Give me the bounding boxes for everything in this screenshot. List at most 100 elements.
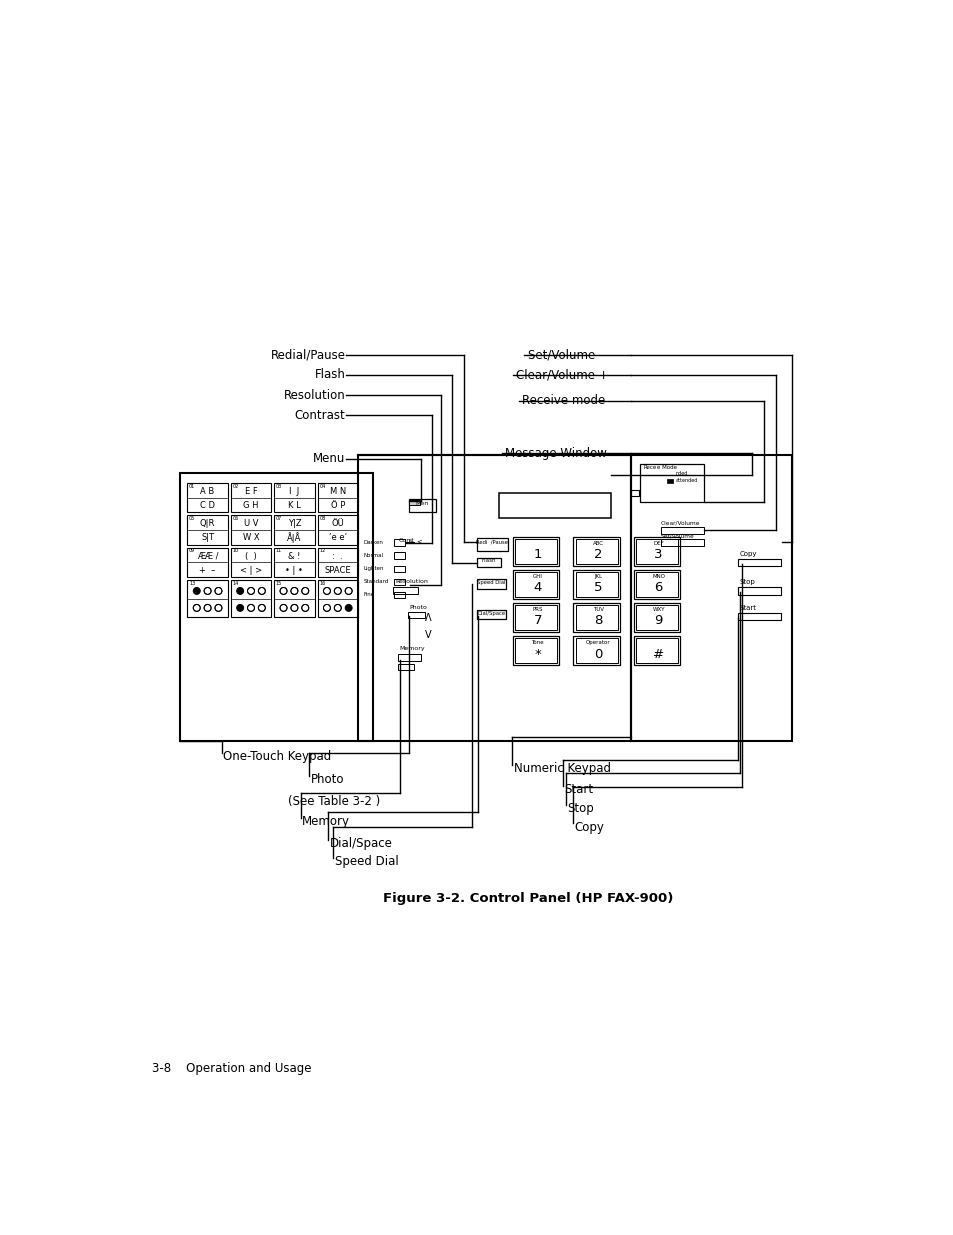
Bar (513, 571, 558, 599)
Text: Photo: Photo (410, 605, 427, 610)
Bar (231, 548, 271, 577)
Text: 09: 09 (189, 548, 195, 553)
Bar (274, 548, 314, 577)
Text: Stop: Stop (567, 803, 594, 815)
Bar (476, 558, 500, 567)
Text: I  J: I J (289, 487, 299, 496)
Text: 08: 08 (319, 516, 325, 521)
Text: Resolution: Resolution (395, 579, 428, 584)
Bar (394, 540, 405, 546)
Text: Men: Men (416, 500, 429, 505)
Text: Set/Volume –: Set/Volume – (527, 348, 604, 361)
Text: Receive mode: Receive mode (521, 394, 605, 408)
Text: *: * (534, 647, 540, 661)
Text: st: st (409, 538, 415, 543)
Text: Numeric Keypad: Numeric Keypad (513, 762, 610, 776)
Text: GHI: GHI (532, 574, 542, 579)
Bar (515, 538, 557, 564)
Text: Stop: Stop (739, 579, 754, 585)
Text: Copy: Copy (574, 821, 603, 834)
Bar (738, 558, 781, 567)
Text: Copy: Copy (739, 551, 756, 557)
Text: 1: 1 (533, 548, 541, 561)
Bar (660, 540, 703, 546)
Text: TUV: TUV (592, 606, 603, 611)
Text: e Mode: e Mode (657, 466, 677, 471)
Bar (573, 571, 619, 599)
Text: Λ: Λ (425, 613, 432, 622)
Text: 01: 01 (189, 484, 195, 489)
Text: C D: C D (200, 501, 214, 510)
Bar (738, 613, 781, 620)
Text: Resolution: Resolution (283, 389, 345, 401)
Bar (187, 483, 228, 513)
Bar (317, 548, 357, 577)
Text: Normal: Normal (363, 553, 383, 558)
Text: ABC: ABC (592, 541, 603, 546)
Bar (513, 537, 558, 566)
Bar (633, 636, 679, 664)
Text: 3-8    Operation and Usage: 3-8 Operation and Usage (152, 1062, 311, 1074)
Text: S|T: S|T (201, 534, 213, 542)
Text: Figure 3-2. Control Panel (HP FAX-900): Figure 3-2. Control Panel (HP FAX-900) (382, 893, 673, 905)
Text: V: V (425, 630, 432, 640)
Text: Flash: Flash (481, 558, 496, 563)
Text: ÖÜ: ÖÜ (331, 520, 344, 529)
Bar (187, 548, 228, 577)
Text: 5: 5 (594, 582, 601, 594)
Bar (515, 638, 557, 663)
Text: 14: 14 (233, 580, 238, 585)
Bar (476, 537, 507, 551)
Text: E F: E F (244, 487, 257, 496)
Text: nded: nded (675, 471, 687, 475)
Text: ÆÆ /: ÆÆ / (196, 552, 218, 561)
Bar (393, 587, 417, 594)
Bar (636, 538, 678, 564)
Bar (274, 515, 314, 545)
Bar (187, 580, 228, 618)
Text: Start: Start (739, 605, 756, 611)
Text: M N: M N (330, 487, 346, 496)
Text: 9: 9 (654, 615, 662, 627)
Bar (515, 605, 557, 630)
Bar (633, 571, 679, 599)
Text: (See Table 3-2 ): (See Table 3-2 ) (288, 794, 380, 808)
Text: 7: 7 (533, 615, 541, 627)
Bar (394, 552, 405, 558)
Text: 11: 11 (275, 548, 282, 553)
Bar (630, 454, 791, 741)
Text: Dial/Space: Dial/Space (330, 837, 393, 850)
Bar (394, 592, 405, 598)
Text: Memory: Memory (302, 815, 350, 829)
Text: Rece: Rece (642, 466, 656, 471)
Text: Con: Con (397, 538, 410, 543)
Bar (639, 464, 703, 503)
Text: 10: 10 (233, 548, 238, 553)
Bar (636, 605, 678, 630)
Text: DEF: DEF (653, 541, 663, 546)
Bar (630, 490, 639, 496)
Bar (738, 587, 781, 595)
Bar (633, 603, 679, 632)
Bar (409, 499, 436, 513)
Bar (317, 483, 357, 513)
Text: W X: W X (242, 534, 259, 542)
Bar (573, 636, 619, 664)
Bar (397, 655, 421, 661)
Bar (179, 473, 373, 741)
Text: JKL: JKL (594, 574, 601, 579)
Text: Clear/Volume +: Clear/Volume + (516, 368, 608, 382)
Bar (407, 611, 424, 618)
Bar (231, 580, 271, 618)
Text: 6: 6 (654, 582, 662, 594)
Text: Å|Å: Å|Å (287, 532, 301, 543)
Text: Clear/Volume: Clear/Volume (660, 521, 700, 526)
Text: Flash: Flash (314, 368, 345, 382)
Text: Y|Z: Y|Z (287, 520, 301, 529)
Text: Message Window: Message Window (505, 447, 606, 459)
Circle shape (236, 588, 243, 594)
Text: 12: 12 (319, 548, 325, 553)
Bar (660, 527, 703, 534)
Text: 03: 03 (275, 484, 282, 489)
Circle shape (345, 604, 352, 611)
